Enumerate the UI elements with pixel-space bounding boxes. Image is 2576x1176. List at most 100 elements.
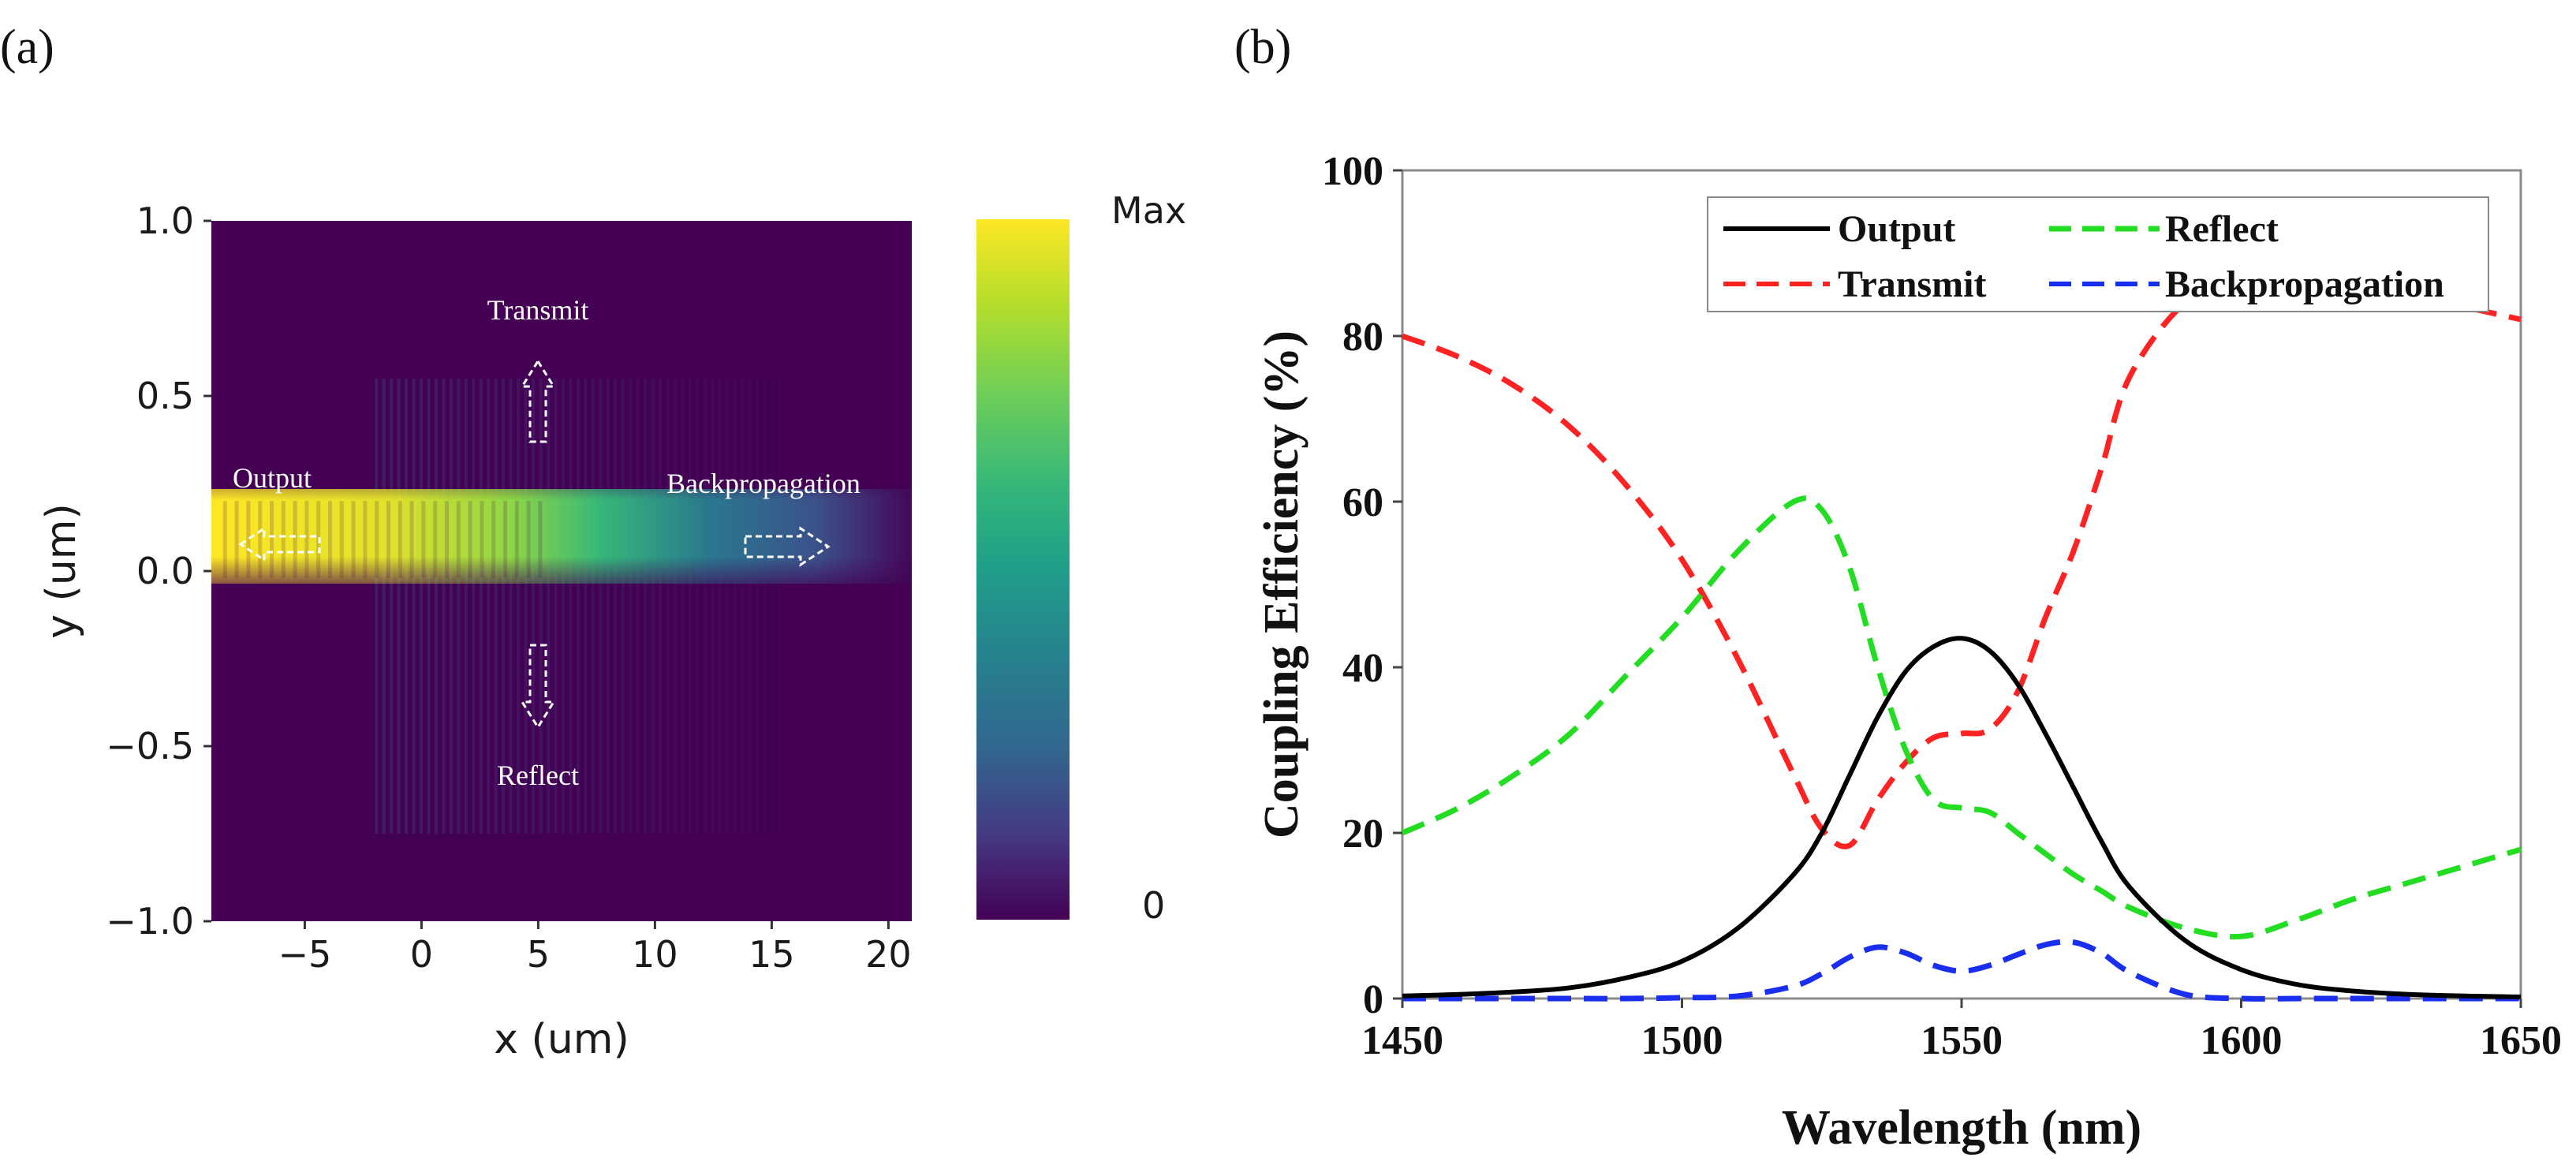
ripple-stripe bbox=[674, 378, 678, 834]
beam-stripe bbox=[526, 501, 531, 578]
heatmap-y-ticks: 1.0 0.5 0.0 −0.5 −1.0 bbox=[106, 200, 211, 943]
beam-stripe bbox=[351, 501, 356, 578]
line-y-tick-label: 40 bbox=[1342, 646, 1383, 691]
legend-label-output: Output bbox=[1838, 208, 1955, 250]
colorbar-max-label: Max bbox=[1111, 189, 1186, 232]
beam-stripe bbox=[468, 501, 472, 578]
ripple-stripe bbox=[457, 378, 461, 834]
beam-stripe bbox=[445, 501, 449, 578]
line-y-tick-label: 100 bbox=[1322, 149, 1383, 194]
legend-item-reflect: Reflect bbox=[2049, 208, 2279, 250]
annotation-output: Output bbox=[233, 462, 321, 562]
beam-stripe bbox=[304, 501, 309, 578]
annotation-reflect: Reflect bbox=[497, 644, 579, 791]
ripple-stripe bbox=[666, 378, 670, 834]
beam-stripe bbox=[503, 501, 507, 578]
ripple-stripe bbox=[584, 378, 588, 834]
legend: Output Reflect Transmit Backpropagation bbox=[1707, 196, 2489, 312]
heatmap-y-tick-label: −0.5 bbox=[106, 725, 194, 767]
heatmap-y-tick-label: 1.0 bbox=[136, 200, 194, 242]
heatmap-x-tick-label: 0 bbox=[410, 933, 433, 976]
heatmap-x-tick-label: 15 bbox=[749, 933, 795, 976]
ripple-stripe bbox=[502, 378, 506, 834]
ripple-stripe bbox=[644, 378, 648, 834]
line-y-tick-label: 0 bbox=[1363, 977, 1383, 1022]
line-y-ticks: 0 20 40 60 80 100 bbox=[1322, 149, 1402, 1022]
beam-stripes bbox=[222, 501, 543, 578]
ripple-stripe bbox=[763, 378, 767, 834]
ripple-stripe bbox=[405, 378, 409, 834]
ripple-stripe bbox=[442, 378, 446, 834]
ripple-stripe bbox=[494, 378, 498, 834]
ripple-stripe bbox=[569, 378, 573, 834]
series-line-output bbox=[1402, 636, 2522, 999]
beam-stripe bbox=[246, 501, 251, 578]
ripple-stripe bbox=[449, 378, 453, 834]
beam-stripe bbox=[339, 501, 344, 578]
colorbar-min-label: 0 bbox=[1142, 884, 1165, 927]
ripple-stripe bbox=[562, 378, 565, 834]
beam-stripe bbox=[491, 501, 496, 578]
legend-item-output: Output bbox=[1723, 208, 1955, 250]
line-x-tick-label: 1600 bbox=[2201, 1018, 2283, 1063]
legend-item-backpropagation: Backpropagation bbox=[2049, 263, 2444, 305]
beam-stripe bbox=[328, 501, 332, 578]
line-x-tick-label: 1650 bbox=[2480, 1018, 2562, 1063]
ripple-stripe bbox=[517, 378, 521, 834]
legend-item-transmit: Transmit bbox=[1723, 263, 1986, 305]
beam-stripe bbox=[258, 501, 263, 578]
annotation-output-label: Output bbox=[233, 462, 312, 494]
line-x-ticks: 1450 1500 1550 1600 1650 bbox=[1361, 999, 2562, 1063]
beam-stripe bbox=[270, 501, 274, 578]
ripple-stripe bbox=[427, 378, 431, 834]
ripple-stripe bbox=[741, 378, 745, 834]
heatmap-y-tick-label: 0.5 bbox=[136, 375, 194, 417]
ripple-stripe bbox=[509, 378, 513, 834]
line-y-tick-label: 60 bbox=[1342, 480, 1383, 525]
annotation-backpropagation-label: Backpropagation bbox=[666, 468, 861, 499]
ripple-stripe bbox=[412, 378, 416, 834]
ripple-stripe bbox=[703, 378, 707, 834]
heatmap-x-tick-label: 10 bbox=[632, 933, 678, 976]
legend-label-backpropagation: Backpropagation bbox=[2165, 263, 2444, 305]
ripple-stripe bbox=[554, 378, 558, 834]
ripple-stripe bbox=[397, 378, 401, 834]
ripple-stripe bbox=[614, 378, 618, 834]
ripple-stripe bbox=[434, 378, 438, 834]
beam-stripe bbox=[433, 501, 438, 578]
beam-stripe bbox=[398, 501, 402, 578]
ripple-stripe bbox=[539, 378, 543, 834]
line-y-label: Coupling Efficiency (%) bbox=[1255, 330, 1309, 838]
ripple-stripe bbox=[599, 378, 603, 834]
heatmap-x-label: x (um) bbox=[494, 1016, 629, 1063]
legend-label-reflect: Reflect bbox=[2165, 208, 2279, 250]
line-y-tick-label: 20 bbox=[1342, 812, 1383, 857]
ripple-stripe bbox=[547, 378, 551, 834]
line-x-tick-label: 1500 bbox=[1641, 1018, 1723, 1063]
annotation-transmit-label: Transmit bbox=[487, 294, 589, 326]
beam-stripe bbox=[234, 501, 239, 578]
ripple-stripe bbox=[733, 378, 737, 834]
annotation-backpropagation: Backpropagation bbox=[666, 468, 861, 567]
beam-stripe bbox=[363, 501, 368, 578]
ripple-stripe bbox=[801, 379, 804, 834]
heatmap-y-tick-label: 0.0 bbox=[136, 550, 194, 592]
line-x-tick-label: 1550 bbox=[1921, 1018, 2003, 1063]
beam-stripe bbox=[281, 501, 286, 578]
beam-stripe bbox=[514, 501, 519, 578]
line-x-tick-label: 1450 bbox=[1361, 1018, 1443, 1063]
ripple-stripe bbox=[487, 378, 491, 834]
ripple-stripe bbox=[479, 378, 483, 834]
beam-stripe bbox=[409, 501, 414, 578]
series-line-backpropagation bbox=[1402, 939, 2521, 1002]
ripple-stripe bbox=[748, 378, 752, 834]
ripple-stripe bbox=[629, 378, 633, 834]
ripple-stripe bbox=[756, 378, 760, 834]
heatmap-x-tick-label: 5 bbox=[527, 933, 550, 976]
ripple-stripe bbox=[771, 378, 775, 834]
ripple-stripe bbox=[696, 378, 700, 834]
beam-stripe bbox=[293, 501, 297, 578]
ripple-stripe bbox=[651, 378, 655, 834]
heatmap-y-label: y (um) bbox=[38, 503, 85, 639]
